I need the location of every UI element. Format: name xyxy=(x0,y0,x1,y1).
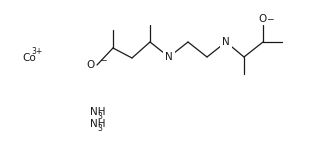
Text: O: O xyxy=(87,60,95,70)
Text: Co: Co xyxy=(22,53,36,63)
Text: 3: 3 xyxy=(98,124,103,133)
Text: −: − xyxy=(99,55,106,64)
Text: NH: NH xyxy=(90,107,106,117)
Text: −: − xyxy=(266,14,274,23)
Text: 3+: 3+ xyxy=(31,46,42,56)
Text: O: O xyxy=(259,14,267,24)
Text: N: N xyxy=(165,52,173,62)
Text: NH: NH xyxy=(90,119,106,129)
Text: 3: 3 xyxy=(98,112,103,121)
Text: N: N xyxy=(222,37,230,47)
